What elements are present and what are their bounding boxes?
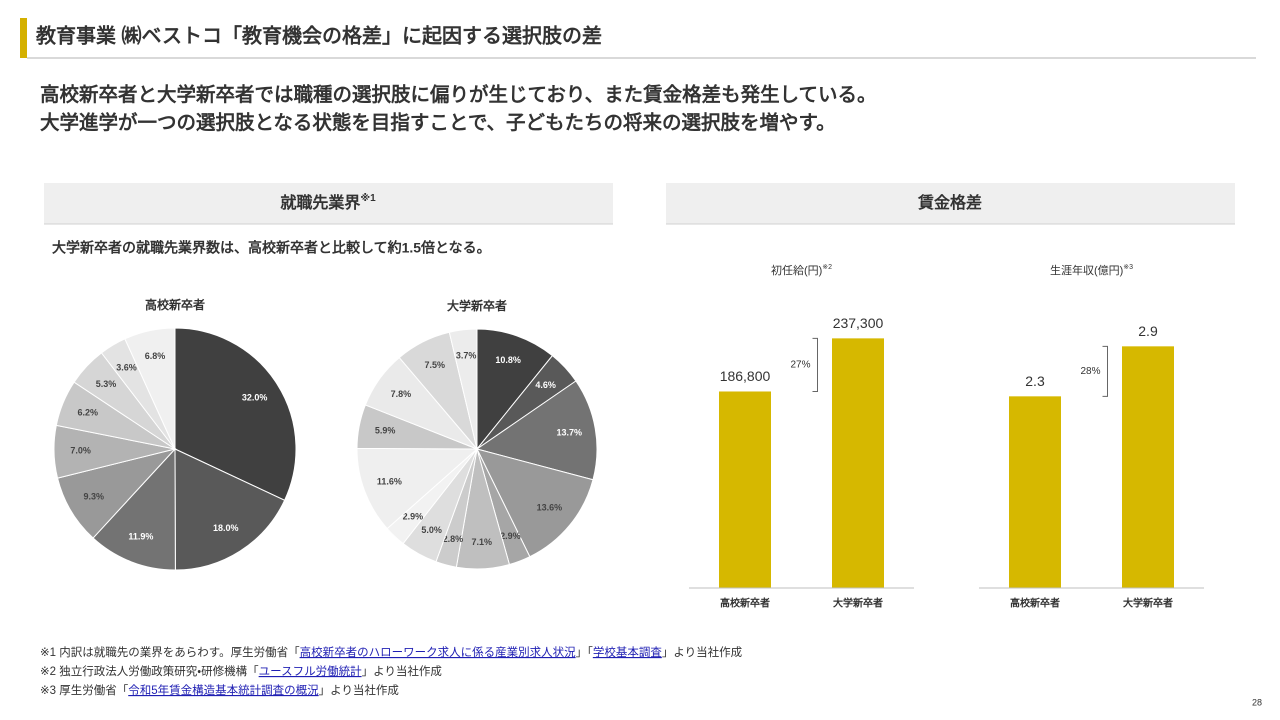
panel-title: 就職先業界※1	[280, 192, 376, 213]
footnote-text: ※3 厚生労働省「	[40, 683, 129, 697]
footnote-link: 令和5年賃金構造基本統計調査の概況	[128, 683, 319, 697]
page-number: 28	[1252, 697, 1262, 707]
pie-label: 6.8%	[145, 351, 166, 361]
footnote-text: 」「	[576, 646, 594, 659]
pie-label: 6.2%	[77, 407, 98, 417]
pie-label: 11.9%	[128, 531, 153, 541]
footnote-text: 」より当社作成	[319, 683, 400, 697]
footnote-link: ユースフル労働統計	[259, 664, 362, 678]
pie-label: 10.8%	[495, 355, 521, 365]
pie-slice	[448, 328, 478, 450]
footnote: ※2 独立行政法人労働政策研究・研修機構「ユースフル労働統計」より当社作成	[40, 664, 442, 678]
footnote-link: 高校新卒者のハローワーク求人に係る産業別求人状況	[300, 645, 576, 659]
pie-slice	[174, 327, 297, 501]
pie-slice	[356, 447, 479, 530]
bar	[719, 391, 771, 588]
bar	[1009, 396, 1061, 588]
pie-title: 大学新卒者	[447, 298, 507, 313]
chart-title-text: 生涯年収(億円)	[1050, 263, 1123, 277]
chart-title: 初任給(円)※2	[771, 264, 832, 277]
pie-label: 2.9%	[500, 531, 521, 541]
pie-label: 3.7%	[456, 350, 477, 360]
pie-label: 2.9%	[403, 512, 424, 522]
difference-label: 28%	[1080, 366, 1100, 377]
pie-label: 18.0%	[213, 523, 239, 533]
footnote-text: 」より当社作成	[362, 664, 443, 678]
x-tick-label: 大学新卒者	[1123, 597, 1173, 610]
pie-label: 32.0%	[242, 393, 268, 403]
pie-label: 5.9%	[375, 426, 396, 436]
footnote-link: 学校基本調査	[593, 645, 662, 659]
pie-label: 2.8%	[443, 534, 464, 544]
bar-value-label: 237,300	[833, 315, 884, 331]
footnote: ※1 内訳は就職先の業界をあらわす。厚生労働省「高校新卒者のハローワーク求人に係…	[40, 645, 743, 659]
pie-label: 7.5%	[424, 360, 445, 370]
pie-slice	[476, 448, 594, 558]
difference-bracket	[1102, 345, 1108, 397]
bar-value-label: 2.3	[1025, 373, 1045, 389]
x-tick-label: 大学新卒者	[833, 597, 883, 610]
footnote-text: ※2 独立行政法人労働政策研究・研修機構「	[40, 664, 259, 678]
pie-slice	[475, 380, 598, 481]
bar-value-label: 186,800	[720, 368, 771, 384]
pie-label: 3.6%	[116, 362, 137, 372]
chart-title: 生涯年収(億円)※3	[1050, 263, 1133, 277]
pie-slice	[476, 328, 554, 451]
x-tick-label: 高校新卒者	[720, 597, 770, 610]
difference-label: 27%	[790, 360, 810, 371]
bar	[832, 338, 884, 588]
pie-label: 7.1%	[471, 537, 492, 547]
footnote-text: 」より当社作成	[662, 645, 743, 659]
pie-slice	[174, 448, 286, 571]
pie-label: 4.6%	[535, 380, 556, 390]
pie-label: 5.0%	[421, 525, 442, 535]
chart-title-note: ※2	[822, 264, 832, 271]
pie-label: 13.7%	[556, 427, 582, 437]
chart-title-note: ※3	[1123, 264, 1133, 271]
pie-label: 5.3%	[96, 379, 117, 389]
chart-title-text: 初任給(円)	[771, 264, 822, 277]
panel-header	[666, 183, 1235, 224]
panel-title: 賃金格差	[917, 193, 982, 212]
panel-note: ※1	[360, 192, 376, 204]
pie-slice	[124, 327, 176, 450]
panel-header	[44, 183, 613, 224]
pie-label: 7.0%	[70, 446, 91, 456]
lead-line: 高校新卒者と大学新卒者では職種の選択肢に偏りが生じており、また賃金格差も発生して…	[40, 83, 877, 106]
footnote-text: ※1 内訳は就職先の業界をあらわす。厚生労働省「	[40, 645, 300, 659]
panel-title-text: 就職先業界	[280, 193, 360, 212]
slide-title: 教育事業 ㈱ベストコ「教育機会の格差」に起因する選択肢の差	[35, 23, 602, 47]
pie-title: 高校新卒者	[145, 297, 205, 312]
lead-line: 大学進学が一つの選択肢となる状態を目指すことで、子どもたちの将来の選択肢を増やす…	[40, 111, 836, 134]
pie-slice	[92, 447, 176, 571]
panel-summary: 大学新卒者の就職先業界数は、高校新卒者と比較して約1.5倍となる。	[52, 240, 491, 256]
bar	[1122, 346, 1174, 588]
pie-label: 9.3%	[84, 492, 105, 502]
bar-value-label: 2.9	[1138, 323, 1158, 339]
pie-label: 7.8%	[391, 389, 412, 399]
pie-label: 13.6%	[537, 503, 563, 513]
difference-bracket	[812, 337, 818, 392]
pie-label: 11.6%	[377, 476, 402, 486]
x-tick-label: 高校新卒者	[1010, 597, 1060, 610]
title-accent	[20, 18, 27, 58]
footnote: ※3 厚生労働省「令和5年賃金構造基本統計調査の概況」より当社作成	[40, 683, 399, 697]
